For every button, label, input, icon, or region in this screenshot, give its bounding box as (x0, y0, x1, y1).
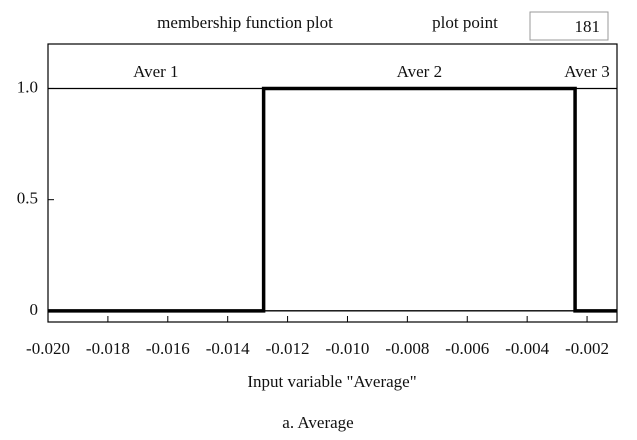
series-label: Aver 2 (397, 62, 442, 81)
x-tick-label: -0.010 (326, 339, 370, 358)
x-tick-label: -0.006 (445, 339, 489, 358)
series-label: Aver 1 (133, 62, 178, 81)
series-label: Aver 3 (564, 62, 609, 81)
plot-frame (47, 43, 618, 323)
x-tick-label: -0.002 (565, 339, 609, 358)
membership-line (48, 87, 617, 312)
x-tick-label: -0.016 (146, 339, 190, 358)
x-tick-label: -0.008 (385, 339, 429, 358)
x-tick-label: -0.004 (505, 339, 549, 358)
plot-point-label: plot point (432, 13, 498, 32)
x-axis-label: Input variable "Average" (247, 372, 416, 391)
y-tick-label: 0.5 (17, 189, 38, 208)
x-tick-label: -0.020 (26, 339, 70, 358)
x-tick-label: -0.018 (86, 339, 130, 358)
plot-point-value[interactable]: 181 (575, 17, 601, 36)
x-tick-label: -0.012 (266, 339, 310, 358)
chart-title: membership function plot (157, 13, 333, 32)
caption: a. Average (282, 413, 353, 432)
y-tick-label: 0 (30, 300, 39, 319)
y-tick-label: 1.0 (17, 77, 38, 96)
plot-point-input[interactable] (529, 11, 609, 41)
x-tick-label: -0.014 (206, 339, 250, 358)
